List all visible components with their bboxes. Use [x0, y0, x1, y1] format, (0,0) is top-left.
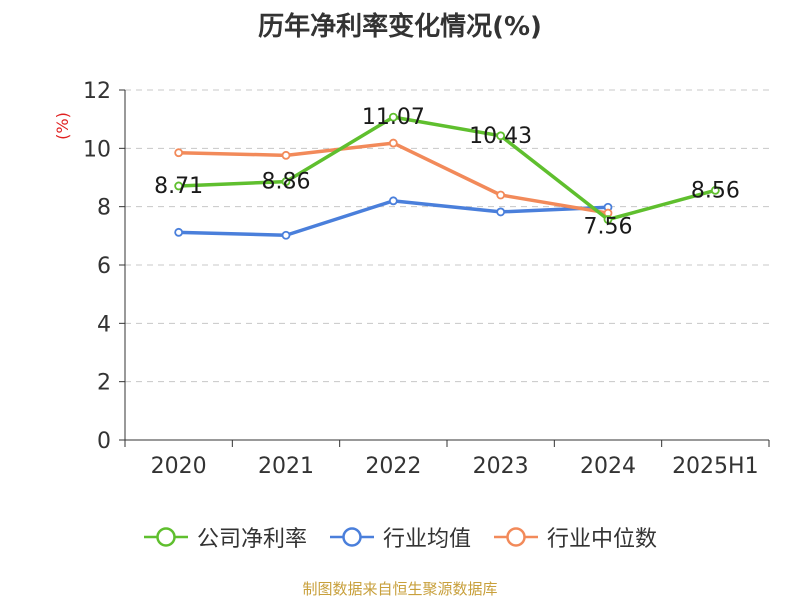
legend-item[interactable]: 行业均值: [329, 521, 471, 553]
legend-label: 公司净利率: [196, 527, 307, 552]
data-point: [174, 181, 184, 191]
data-point: [388, 196, 398, 206]
data-label: 10.43: [469, 124, 532, 149]
x-tick-label: 2021: [258, 454, 314, 479]
data-point: [496, 131, 506, 141]
series-lines: [174, 112, 720, 240]
x-tick-label: 2022: [365, 454, 421, 479]
x-tick-label: 2024: [580, 454, 636, 479]
x-tick-label: 2025H1: [672, 454, 759, 479]
chart-title: 历年净利率变化情况(%): [258, 12, 542, 42]
legend-item[interactable]: 行业中位数: [493, 521, 657, 553]
x-tick-label: 2020: [151, 454, 207, 479]
legend-item[interactable]: 公司净利率: [143, 521, 307, 553]
y-tick-label: 4: [97, 312, 111, 337]
data-label: 8.86: [262, 170, 311, 195]
legend-swatch: [494, 527, 538, 547]
source-note: 制图数据来自恒生聚源数据库: [302, 580, 498, 598]
data-point: [174, 227, 184, 237]
data-point: [281, 177, 291, 186]
data-point: [710, 185, 720, 195]
y-tick-label: 2: [97, 371, 111, 396]
series-line: [178, 199, 609, 237]
x-tick-label: 2023: [473, 454, 529, 479]
legend-marker: [156, 527, 176, 547]
data-labels: 8.71 8.86 11.07 10.43 7.56 8.56: [154, 105, 740, 239]
data-point: [388, 112, 398, 122]
y-tick-label: 12: [83, 79, 111, 104]
legend: 公司净利率 行业均值 行业中位数: [0, 520, 800, 554]
data-point: [603, 215, 613, 224]
data-point: [174, 148, 184, 158]
y-tick-label: 10: [83, 137, 111, 162]
data-label: 8.56: [691, 178, 740, 203]
grid-lines: [125, 89, 769, 383]
data-point: [281, 150, 291, 160]
legend-swatch: [143, 527, 188, 547]
legend-marker: [342, 527, 362, 547]
data-label: 11.07: [362, 105, 425, 130]
y-tick-label: 8: [97, 196, 111, 221]
data-point: [281, 230, 291, 240]
y-tick-label: 6: [97, 254, 111, 279]
legend-label: 行业均值: [382, 527, 471, 552]
legend-swatch: [329, 527, 374, 547]
series-line: [178, 115, 716, 222]
legend-label: 行业中位数: [547, 527, 658, 552]
data-label: 8.71: [154, 174, 203, 199]
data-point: [388, 138, 398, 148]
y-tick-label: 0: [97, 429, 111, 454]
y-axis-label: (%): [53, 112, 72, 140]
legend-marker: [506, 527, 526, 547]
axes: 0 2 4 6 8 10 12 2020 2021 2022 2023 2024 2025H1 (%): [53, 79, 770, 479]
data-point: [496, 207, 506, 217]
data-point: [496, 190, 506, 200]
data-label: 7.56: [584, 215, 633, 240]
